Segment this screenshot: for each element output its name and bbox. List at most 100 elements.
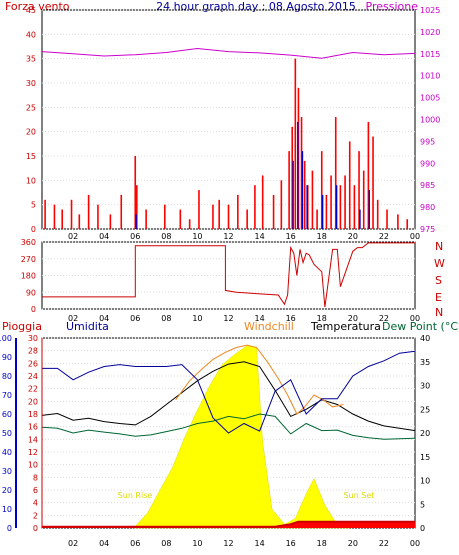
chart-date-title: 24 hour graph day : 08 Agosto 2015 <box>156 0 356 13</box>
wind-speed-bar <box>330 175 332 229</box>
temperature-x-tick-label-18: 18 <box>317 539 327 548</box>
rain-axis-tick-label-4: 4 <box>33 499 38 508</box>
dewpoint-legend-label: Dew Point (°C <box>382 320 458 333</box>
wind-speed-bar <box>300 117 303 229</box>
pressure-line <box>41 47 416 59</box>
wind-speed-bar <box>136 185 138 229</box>
wind-gust-bar <box>359 209 361 229</box>
wind-speed-bar <box>246 209 248 229</box>
pressure-axis-tick-label-995: 995 <box>420 137 435 146</box>
wind-speed-bar <box>353 185 356 229</box>
wind-speed-bar <box>362 170 365 229</box>
wind-speed-bar <box>44 199 46 229</box>
cardinal-label-s: S <box>435 274 442 287</box>
temperature-x-tick-label-14: 14 <box>254 539 264 548</box>
direction-x-tick-label-14: 14 <box>254 314 264 323</box>
humidity-axis-tick-label-80: 80 <box>2 372 12 381</box>
wind-speed-bar <box>320 151 323 229</box>
wind-speed-bar <box>339 185 342 229</box>
rain-axis-tick-label-6: 6 <box>33 486 38 495</box>
wind-axis-tick-label-10: 10 <box>26 176 36 185</box>
wind-speed-bar <box>386 209 388 229</box>
wind-gust-bar <box>135 214 137 229</box>
pressure-title: Pressione <box>366 0 419 13</box>
cardinal-label-n1: N <box>435 240 443 253</box>
wind-speed-bar <box>163 204 166 229</box>
rain-area <box>42 521 415 528</box>
wind-speed-bar <box>61 209 64 229</box>
pressure-axis-tick-label-1010: 1010 <box>420 72 440 81</box>
temperature-axis-tick-label-5: 5 <box>420 500 425 509</box>
pressure-axis-tick-label-1015: 1015 <box>420 50 440 59</box>
direction-x-tick-label-20: 20 <box>348 314 358 323</box>
wind-axis-tick-label-5: 5 <box>31 201 36 210</box>
wind-speed-title: Forza vento <box>5 0 70 13</box>
wind-speed-bar <box>303 160 306 229</box>
wind-gust-bar <box>321 194 324 229</box>
humidity-axis-tick-label-70: 70 <box>2 391 12 400</box>
direction-x-tick-label-04: 04 <box>99 314 109 323</box>
wind-x-tick-label-18: 18 <box>317 232 327 241</box>
wind-axis-tick-label-0: 0 <box>31 225 36 234</box>
wind-axis-tick-label-30: 30 <box>26 79 36 88</box>
humidity-axis-tick-label-90: 90 <box>2 353 12 362</box>
direction-axis-tick-label-90: 90 <box>26 288 36 297</box>
pressure-axis-tick-label-1020: 1020 <box>420 28 440 37</box>
cardinal-label-w: W <box>434 257 445 270</box>
direction-x-tick-label-22: 22 <box>379 314 389 323</box>
wind-axis-tick-label-15: 15 <box>26 152 36 161</box>
wind-speed-bar <box>280 180 283 229</box>
temperature-x-tick-label-06: 06 <box>130 539 140 548</box>
dewpoint-line <box>41 413 416 440</box>
rain-axis-tick-label-8: 8 <box>33 473 38 482</box>
temperature-x-tick-label-08: 08 <box>161 539 171 548</box>
humidity-axis-tick-label-100: 100 <box>0 334 12 343</box>
temperature-x-tick-label-12: 12 <box>223 539 233 548</box>
direction-axis-tick-label-0: 0 <box>31 305 36 314</box>
wind-speed-bar <box>134 156 137 229</box>
temperature-x-tick-label-22: 22 <box>379 539 389 548</box>
wind-x-tick-label-00: 00 <box>410 232 420 241</box>
wind-gust-bar <box>368 190 370 229</box>
wind-x-tick-label-14: 14 <box>254 232 264 241</box>
wind-x-tick-label-02: 02 <box>68 232 78 241</box>
direction-x-tick-label-08: 08 <box>161 314 171 323</box>
windchill-line <box>175 344 344 415</box>
pressure-axis-tick-label-1000: 1000 <box>420 116 440 125</box>
temperature-axis-tick-label-0: 0 <box>420 524 425 533</box>
wind-speed-bar <box>288 151 290 229</box>
wind-gust-bar <box>301 151 304 229</box>
wind-gust-bar <box>335 185 338 229</box>
wind-gust-bar <box>306 185 308 229</box>
temperature-x-tick-label-04: 04 <box>99 539 109 548</box>
direction-x-tick-label-16: 16 <box>286 314 296 323</box>
wind-speed-bar <box>179 209 182 229</box>
temperature-x-tick-label-02: 02 <box>68 539 78 548</box>
wind-speed-bar <box>291 126 294 229</box>
direction-x-tick-label-12: 12 <box>223 314 233 323</box>
pressure-axis-tick-label-990: 990 <box>420 159 435 168</box>
wind-speed-bar <box>316 209 318 229</box>
wind-axis-tick-label-45: 45 <box>26 6 36 15</box>
temperature-axis-tick-label-15: 15 <box>420 453 430 462</box>
wind-speed-bar <box>294 58 297 229</box>
temperature-axis-tick-label-40: 40 <box>420 334 430 343</box>
wind-axis-tick-label-35: 35 <box>26 55 36 64</box>
wind-x-tick-label-08: 08 <box>161 232 171 241</box>
temperature-x-tick-label-00: 00 <box>410 539 420 548</box>
direction-x-tick-label-10: 10 <box>192 314 202 323</box>
wind-gust-bar <box>292 160 294 229</box>
pressure-axis-tick-label-975: 975 <box>420 225 435 234</box>
rain-axis-tick-label-22: 22 <box>28 385 38 394</box>
rain-axis-tick-label-12: 12 <box>28 448 38 457</box>
sunset-annotation: Sun Set <box>344 491 375 500</box>
wind-axis-tick-label-20: 20 <box>26 128 36 137</box>
temperature-x-tick-label-20: 20 <box>348 539 358 548</box>
wind-axis-tick-label-25: 25 <box>26 103 36 112</box>
direction-x-tick-label-00: 00 <box>410 314 420 323</box>
wind-speed-bar <box>109 214 112 229</box>
wind-x-tick-label-20: 20 <box>348 232 358 241</box>
humidity-line <box>42 350 416 434</box>
rain-axis-tick-label-24: 24 <box>28 372 38 381</box>
